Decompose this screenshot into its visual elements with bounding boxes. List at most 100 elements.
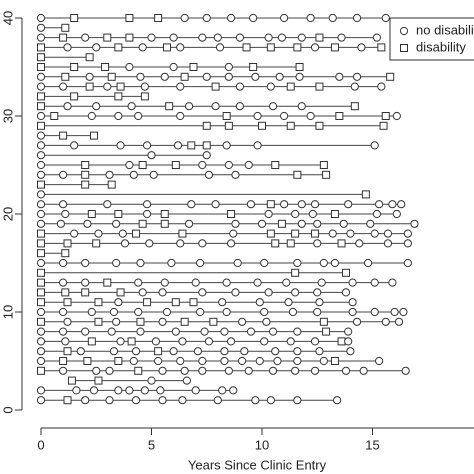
circle-marker <box>178 337 187 346</box>
square-marker <box>322 327 331 336</box>
circle-marker <box>147 151 156 160</box>
circle-marker <box>198 160 207 170</box>
circle-marker <box>310 337 320 346</box>
circle-marker <box>284 298 293 307</box>
circle-marker <box>377 82 386 91</box>
circle-marker <box>215 43 225 52</box>
circle-marker <box>36 33 46 42</box>
square-marker <box>61 72 70 81</box>
circle-marker <box>357 43 366 52</box>
circle-marker <box>198 366 207 375</box>
square-marker <box>107 180 116 189</box>
circle-marker <box>335 72 344 81</box>
circle-marker <box>59 278 68 287</box>
circle-marker <box>297 33 306 42</box>
square-marker <box>271 239 280 248</box>
circle-marker <box>154 356 163 366</box>
circle-marker <box>244 366 253 375</box>
y-tick-label: 40 <box>0 11 15 25</box>
square-marker <box>266 229 275 238</box>
circle-marker <box>392 209 401 219</box>
square-marker <box>94 298 103 307</box>
circle-marker <box>257 219 267 228</box>
square-marker <box>132 229 141 238</box>
square-marker <box>311 229 320 238</box>
circle-marker <box>162 307 172 317</box>
square-marker <box>381 112 390 120</box>
circle-marker <box>352 317 362 326</box>
circle-marker <box>142 141 152 150</box>
circle-marker <box>381 13 390 23</box>
square-marker <box>70 63 79 71</box>
circle-marker <box>224 62 233 72</box>
circle-marker <box>36 72 46 81</box>
square-marker <box>249 63 258 71</box>
circle-marker <box>346 347 355 356</box>
square-marker <box>107 72 116 81</box>
circle-marker <box>176 239 185 248</box>
circle-marker <box>328 13 337 23</box>
circle-marker <box>394 317 404 326</box>
circle-marker <box>169 347 178 356</box>
circle-marker <box>268 366 278 375</box>
circle-marker <box>392 111 401 121</box>
circle-marker <box>142 200 152 209</box>
circle-marker <box>116 337 125 346</box>
circle-marker <box>383 229 393 238</box>
square-marker <box>114 357 123 365</box>
circle-marker <box>260 337 269 346</box>
square-marker <box>50 112 59 120</box>
circle-marker <box>158 396 167 405</box>
circle-marker <box>178 396 187 405</box>
circle-marker <box>306 111 315 121</box>
circle-marker <box>169 62 178 72</box>
circle-marker <box>363 258 373 268</box>
circle-marker <box>370 141 379 150</box>
circle-marker <box>187 200 196 209</box>
square-marker <box>125 14 134 22</box>
circle-marker <box>226 337 236 346</box>
circle-marker <box>233 258 242 268</box>
circle-marker <box>176 356 185 366</box>
circle-marker <box>220 356 229 366</box>
circle-marker <box>145 239 154 248</box>
circle-marker <box>313 239 322 248</box>
circle-marker <box>246 327 256 336</box>
circle-marker <box>251 396 260 405</box>
x-tick-label: 5 <box>148 437 155 452</box>
circle-marker <box>260 258 269 268</box>
square-marker <box>330 357 339 365</box>
circle-marker <box>370 229 379 238</box>
circle-marker <box>222 278 231 287</box>
circle-marker <box>315 347 324 356</box>
circle-marker <box>403 258 412 268</box>
circle-marker <box>36 190 46 199</box>
circle-marker <box>105 170 114 179</box>
circle-marker <box>59 307 68 317</box>
circle-marker <box>235 82 244 91</box>
circle-marker <box>59 258 68 268</box>
square-marker <box>271 161 280 169</box>
circle-marker <box>87 111 96 121</box>
square-marker <box>138 161 147 169</box>
circle-marker <box>313 288 322 297</box>
circle-marker <box>220 327 229 336</box>
circle-marker <box>169 33 178 42</box>
circle-marker <box>319 258 328 268</box>
square-marker <box>101 63 110 71</box>
circle-marker <box>226 239 236 248</box>
circle-marker <box>280 200 289 209</box>
circle-marker <box>196 258 205 268</box>
circle-marker <box>56 219 65 228</box>
square-marker <box>37 298 45 307</box>
circle-marker <box>191 386 200 395</box>
circle-marker <box>381 317 390 326</box>
circle-marker <box>120 239 130 248</box>
square-marker <box>138 219 147 228</box>
square-marker <box>171 161 180 169</box>
circle-marker <box>375 356 384 366</box>
square-marker <box>85 53 94 62</box>
circle-marker <box>218 386 227 395</box>
square-marker <box>293 170 302 179</box>
